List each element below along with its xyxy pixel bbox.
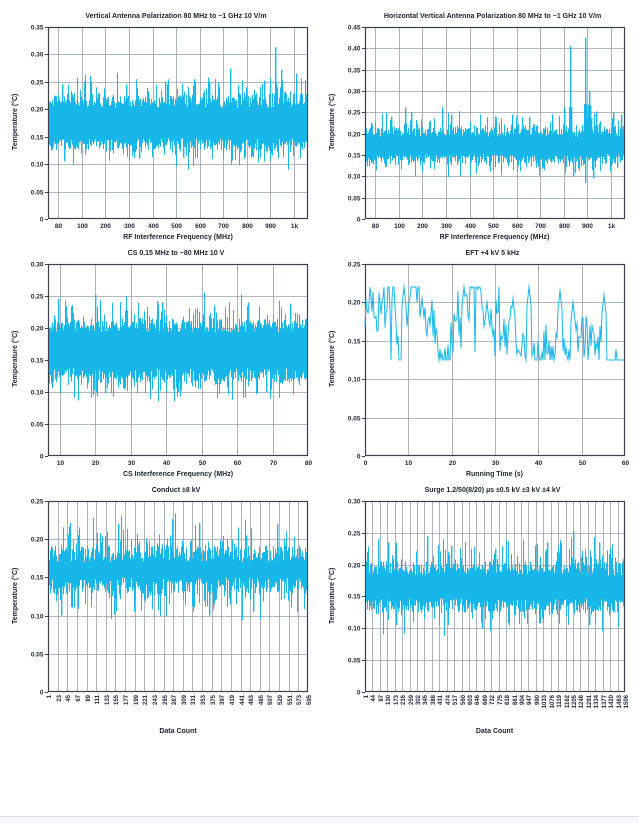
y-axis-label: Temperature (°C) <box>328 93 336 151</box>
panel-conduct: Conduct ±8 kV Temperature (°C) Data Coun… <box>10 482 312 739</box>
x-axis-label: Data Count <box>475 728 514 735</box>
plot-area-surge <box>338 496 629 728</box>
chart-title: Surge 1.2/50(8/20) µs ±0.5 kV ±3 kV ±4 k… <box>424 487 561 494</box>
chart-title: Conduct ±8 kV <box>151 487 201 494</box>
plot-area-cs <box>22 259 312 471</box>
plot-wrap: Temperature (°C) <box>327 496 629 728</box>
x-axis-label: CS Interference Frequency (MHz) <box>122 471 234 478</box>
page-bottom-divider <box>0 816 639 823</box>
plot-wrap: Temperature (°C) <box>327 259 629 471</box>
plot-wrap: Temperature (°C) <box>10 496 312 728</box>
chart-title: CS 0.15 MHz to ~80 MHz 10 V <box>127 250 225 257</box>
y-axis-label: Temperature (°C) <box>12 567 19 624</box>
y-axis-label: Temperature (°C) <box>328 330 336 388</box>
panel-surge: Surge 1.2/50(8/20) µs ±0.5 kV ±3 kV ±4 k… <box>327 482 629 739</box>
plot-wrap: Temperature (°C) <box>10 22 312 234</box>
plot-wrap: Temperature (°C) <box>327 22 629 234</box>
y-axis-label: Temperature (°C) <box>12 330 19 388</box>
plot-area-conduct <box>22 496 312 728</box>
x-axis-label: Data Count <box>159 728 197 735</box>
plot-area-horizontal-antenna <box>338 22 629 234</box>
panel-cs: CS 0.15 MHz to ~80 MHz 10 V Temperature … <box>10 245 312 482</box>
plot-area-eft <box>338 259 629 471</box>
plot-area-vertical-antenna <box>22 22 312 234</box>
figure-grid: Vertical Antenna Polarization 80 MHz to … <box>10 8 629 739</box>
y-axis-label: Temperature (°C) <box>328 567 336 624</box>
x-axis-label: RF Interference Frequency (MHz) <box>439 234 550 241</box>
chart-title: Vertical Antenna Polarization 80 MHz to … <box>85 13 267 20</box>
panel-eft: EFT +4 kV 5 kHz Temperature (°C) Running… <box>327 245 629 482</box>
chart-title: Horizontal Vertical Antenna Polarization… <box>383 13 602 20</box>
panel-vertical-antenna: Vertical Antenna Polarization 80 MHz to … <box>10 8 312 245</box>
panel-horizontal-antenna: Horizontal Vertical Antenna Polarization… <box>327 8 629 245</box>
plot-wrap: Temperature (°C) <box>10 259 312 471</box>
y-axis-label: Temperature (°C) <box>12 93 19 151</box>
x-axis-label: RF Interference Frequency (MHz) <box>123 234 233 241</box>
chart-title: EFT +4 kV 5 kHz <box>465 250 520 257</box>
x-axis-label: Running Time (s) <box>465 471 524 478</box>
